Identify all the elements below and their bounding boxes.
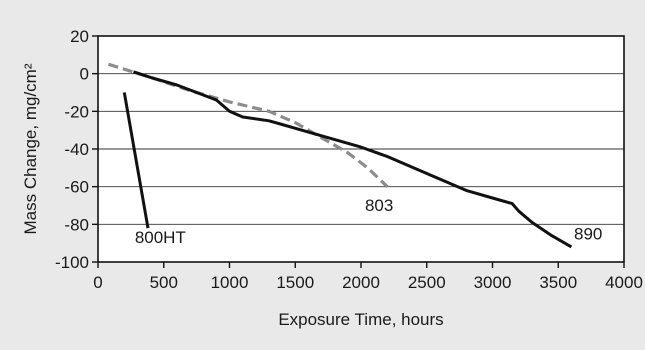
y-tick-label: -80: [64, 215, 89, 234]
series-label: 803: [365, 196, 393, 215]
gridlines: [98, 73, 624, 225]
y-tick-label: 20: [70, 27, 89, 46]
x-tick-label: 3000: [474, 273, 512, 292]
y-axis-label: Mass Change, mg/cm²: [21, 63, 40, 234]
x-tick-label: 1000: [211, 273, 249, 292]
axis-ticks: 200-20-40-60-80-1000 500 1000 1500 2000 2500 3…: [55, 27, 643, 292]
x-tick-label: 0: [93, 273, 102, 292]
x-tick-label: 1500: [276, 273, 314, 292]
x-tick-label: 3500: [539, 273, 577, 292]
x-tick-label: 4000: [605, 273, 643, 292]
x-tick-label: 2000: [342, 273, 380, 292]
x-axis-label: Exposure Time, hours: [278, 310, 443, 329]
y-tick-label: 0: [80, 65, 89, 84]
y-tick-label: -60: [64, 178, 89, 197]
y-tick-label: -20: [64, 102, 89, 121]
series-label: 800HT: [135, 228, 186, 247]
y-tick-label: -100: [55, 253, 89, 272]
series-labels: 800HT 803 890: [135, 196, 603, 247]
x-tick-label: 500: [150, 273, 178, 292]
series-line-890: [133, 70, 573, 249]
x-tick-label: 2500: [408, 273, 446, 292]
series-lines: [108, 62, 573, 249]
series-line-800ht: [122, 92, 150, 229]
y-tick-label: -40: [64, 140, 89, 159]
series-label: 890: [574, 224, 602, 243]
